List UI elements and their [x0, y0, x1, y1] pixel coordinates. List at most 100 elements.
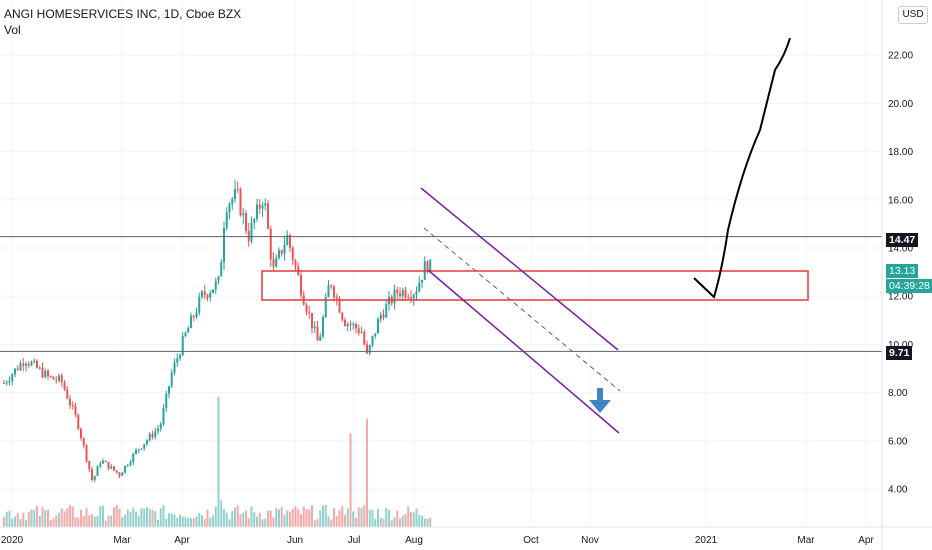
channel-lower-line [427, 269, 620, 434]
candle-body [102, 460, 104, 464]
volume-bar [3, 516, 5, 527]
price-tick-label: 20.00 [888, 99, 913, 110]
candle-body [267, 203, 269, 229]
candle-body [410, 297, 412, 299]
candle-body [385, 304, 388, 318]
volume-bar [289, 511, 291, 527]
volume-bar [377, 509, 379, 527]
volume-bar [412, 512, 415, 527]
volume-bar [250, 506, 253, 527]
volume-bar [308, 509, 311, 527]
volume-bar [165, 518, 168, 527]
volume-bar [66, 508, 69, 527]
price-tick-label: 16.00 [888, 195, 913, 206]
candle-body [415, 291, 418, 296]
volume-bar [190, 518, 192, 527]
candle-body [58, 375, 60, 381]
volume-bar [124, 515, 126, 527]
resistance-price-tag: 14.47 [886, 233, 919, 247]
time-axis[interactable]: 2020 Mar Apr Jun Jul Aug Oct Nov 2021 Mar Apr [0, 526, 932, 546]
candle-body [377, 319, 379, 334]
candle-body [429, 259, 432, 272]
time-tick-label: 2020 [1, 535, 24, 546]
volume-bar [338, 510, 341, 527]
volume-bar [198, 512, 201, 527]
volume-bar [272, 517, 275, 527]
volume-bar [399, 518, 401, 527]
volume-bar [143, 508, 146, 527]
volume-bar [60, 508, 63, 527]
channel-mid-line [423, 227, 621, 392]
time-tick-label: Jun [287, 535, 303, 546]
candle-body [313, 326, 316, 329]
volume-bar [223, 509, 225, 527]
candle-body [253, 218, 256, 223]
volume-bar [214, 506, 217, 527]
price-tick-label: 4.00 [888, 485, 908, 496]
volume-bar [404, 513, 407, 527]
volume-bar [206, 509, 209, 527]
volume-bar [390, 520, 393, 527]
candle-body [278, 250, 280, 258]
volume-bar [203, 518, 206, 527]
candle-body [192, 315, 195, 317]
volume-bar [118, 508, 121, 527]
candle-body [201, 291, 203, 297]
volume-bar [382, 518, 385, 527]
volume-bar [228, 519, 231, 527]
volume-bar [113, 507, 115, 527]
volume-bar [355, 517, 357, 527]
volume-bar [278, 509, 280, 527]
candle-body [258, 204, 261, 209]
candle-body [179, 355, 181, 359]
price-tick-label: 6.00 [888, 436, 908, 447]
candle-body [269, 228, 272, 260]
candle-body [44, 370, 47, 378]
volume-bar [30, 509, 33, 527]
candle-body [225, 212, 228, 229]
volume-bar [55, 515, 58, 527]
candle-body [140, 448, 143, 450]
candle-body [151, 433, 154, 438]
candle-body [209, 293, 212, 298]
candle-body [363, 332, 366, 345]
candle-body [360, 332, 363, 334]
volume-bar [181, 516, 184, 527]
candle-body [327, 285, 330, 298]
candle-body [137, 449, 140, 451]
volume-bar [8, 510, 11, 527]
candle-body [60, 375, 63, 383]
volume-bar [5, 511, 8, 527]
candle-body [300, 275, 302, 296]
volume-bar [319, 510, 322, 527]
volume-bar [49, 520, 52, 527]
candle-body [176, 358, 179, 363]
time-tick-label: Aug [405, 535, 423, 546]
candle-body [154, 431, 157, 438]
time-tick-label: Jul [348, 535, 361, 546]
candle-body [404, 290, 407, 298]
candle-body [135, 450, 137, 454]
candle-body [157, 428, 159, 432]
candle-body [36, 360, 38, 368]
volume-bar [96, 515, 99, 527]
volume-bar [58, 512, 60, 527]
currency-button[interactable]: USD [898, 6, 928, 24]
volume-bar [132, 507, 135, 527]
candle-body [324, 297, 327, 318]
candle-body [187, 328, 190, 333]
candle-body [104, 460, 107, 463]
volume-bar [313, 520, 316, 527]
volume-bar [91, 514, 93, 527]
candle-body [349, 323, 352, 326]
candle-body [206, 295, 209, 298]
volume-bar [209, 517, 212, 527]
volume-label[interactable]: Vol [4, 23, 21, 37]
price-axis[interactable]: 4.00 6.00 8.00 10.00 12.00 14.00 16.00 18.00 20.… [881, 0, 913, 550]
candle-body [217, 276, 220, 282]
volume-bar [107, 515, 110, 527]
volume-bar [179, 514, 181, 527]
symbol-title[interactable]: ANGI HOMESERVICES INC, 1D, Cboe BZX [4, 7, 242, 21]
volume-bar [401, 515, 404, 527]
